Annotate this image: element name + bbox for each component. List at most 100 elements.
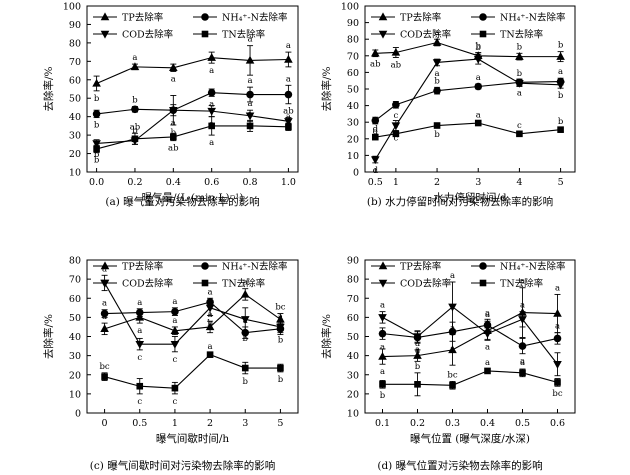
significance-label: a <box>435 28 440 38</box>
significance-label: ab <box>391 60 402 70</box>
legend-entry: COD去除率 <box>371 278 452 290</box>
series-line <box>375 41 561 58</box>
chart-panel-3: 0 10 20 30 40 50 60 70 80 0 0.5 1 2 3 5 曝气间歇时间/h 去除率/% (c… <box>42 256 299 472</box>
chart-panel-2: 0 10 20 30 40 50 60 70 80 90 100 0.5 1 2 3 4 5 水力停留时间/d 去除… <box>320 2 576 208</box>
significance-label: a <box>517 89 522 99</box>
x-tick-label: 0.5 <box>368 177 383 188</box>
data-point <box>100 309 109 318</box>
y-tick-label: 90 <box>347 256 359 267</box>
data-point <box>378 351 387 360</box>
series-square: b b bc a a bc <box>379 358 563 401</box>
data-point <box>433 122 441 129</box>
significance-label: b <box>558 41 564 51</box>
data-point <box>171 384 179 392</box>
x-tick-label: 3 <box>475 177 481 188</box>
significance-label: c <box>137 397 142 407</box>
x-axis-label: 曝气间歇时间/h <box>156 432 230 445</box>
y-tick-label: 50 <box>69 313 81 324</box>
significance-label: c <box>517 121 522 131</box>
data-point <box>285 123 292 131</box>
x-tick-label: 0.8 <box>242 177 257 188</box>
y-tick-label: 30 <box>347 370 359 381</box>
legend-marker-circle <box>201 13 209 21</box>
data-point <box>100 279 109 288</box>
series-line <box>104 293 281 332</box>
data-point <box>414 381 421 388</box>
x-tick-label: 0.4 <box>480 418 495 429</box>
significance-label: b <box>380 391 386 401</box>
y-tick-label: 50 <box>347 332 359 343</box>
data-point <box>276 314 285 323</box>
data-point <box>207 88 216 97</box>
y-tick-label: 40 <box>347 101 359 112</box>
data-point <box>170 326 180 334</box>
y-axis-label: 去除率/% <box>320 314 333 359</box>
significance-label: c <box>393 121 398 131</box>
x-tick-label: 5 <box>277 418 283 429</box>
significance-label: ab <box>370 60 381 70</box>
x-tick-label: 5 <box>558 177 564 188</box>
significance-label: a <box>243 278 248 288</box>
significance-label: b <box>243 334 249 344</box>
data-point <box>136 382 144 390</box>
data-point <box>92 140 101 149</box>
significance-label: a <box>485 308 490 318</box>
significance-label: bc <box>99 362 109 372</box>
significance-label: a <box>485 358 490 368</box>
significance-label: a <box>208 342 213 352</box>
x-tick-label: 0.2 <box>127 177 142 188</box>
legend-entry: TP去除率 <box>371 261 442 273</box>
significance-label: b <box>94 156 100 166</box>
significance-label: a <box>248 109 253 119</box>
x-tick-label: 0 <box>102 418 108 429</box>
y-tick-label: 30 <box>69 351 81 362</box>
significance-label: ab <box>168 144 179 154</box>
data-point <box>241 364 249 372</box>
x-tick-label: 0.6 <box>550 418 565 429</box>
chart-panel-4: 10 20 30 40 50 60 70 80 90 0.1 0.2 0.3 0.4 0.5 0.6 曝气位置… <box>320 256 576 472</box>
data-point <box>483 330 492 339</box>
data-point <box>131 135 139 143</box>
series-line <box>104 354 281 389</box>
x-tick-label: 1.0 <box>281 177 296 188</box>
y-tick-label: 20 <box>69 370 81 381</box>
y-tick-label: 20 <box>69 149 81 160</box>
significance-label: c <box>393 111 398 121</box>
significance-label: b <box>558 91 564 101</box>
significance-label: b <box>434 130 440 140</box>
significance-label: a <box>555 322 560 332</box>
data-point <box>553 361 562 369</box>
legend-label: NH₄⁺-N去除率 <box>500 261 566 273</box>
data-point <box>101 373 108 380</box>
data-point <box>391 47 401 56</box>
significance-label: b <box>243 377 249 387</box>
x-tick-label: 3 <box>242 418 248 429</box>
data-point <box>519 369 526 377</box>
significance-label: b <box>132 126 138 136</box>
data-point <box>276 323 285 332</box>
series-triangle-up: b a a a a a <box>92 35 293 104</box>
data-point <box>391 122 401 131</box>
significance-label: a <box>209 66 214 76</box>
significance-label: a <box>520 301 525 311</box>
y-tick-label: 80 <box>69 38 81 49</box>
legend-entry: NH₄⁺-N去除率 <box>193 12 288 24</box>
significance-label: b <box>558 117 564 127</box>
significance-label: a <box>476 73 481 83</box>
chart-panel-1: 10 20 30 40 50 60 70 80 90 100 0.0 0.2 0.4 0.6 0.8 1.0 曝… <box>42 2 299 208</box>
data-point <box>246 90 254 99</box>
series-line <box>104 301 281 334</box>
panel-caption: (d) 曝气位置对污染物去除率的影响 <box>377 459 542 472</box>
data-point <box>448 303 457 312</box>
y-axis-label: 去除率/% <box>320 66 333 111</box>
legend-marker-triangle-up <box>100 12 110 21</box>
y-tick-label: 90 <box>347 18 359 29</box>
legend-label: TN去除率 <box>222 278 266 290</box>
legend-label: TN去除率 <box>222 29 266 41</box>
significance-label: b <box>415 362 421 372</box>
legend-label: TN去除率 <box>500 278 544 290</box>
legend-label: COD去除率 <box>122 278 174 290</box>
